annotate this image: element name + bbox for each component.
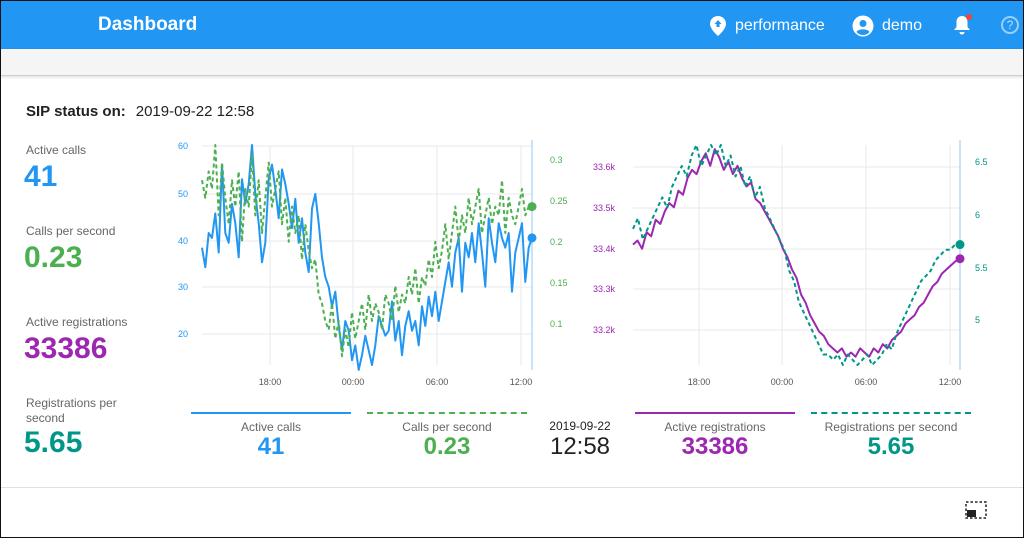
metric-label-active-registrations: Active registrations	[26, 315, 128, 329]
legend-label-active-calls: Active calls	[240, 420, 302, 434]
series-line-active-calls	[201, 144, 533, 371]
legend-value-active-calls: 41	[257, 433, 285, 460]
y-right-tick-label: 0.3	[550, 155, 563, 165]
y-left-tick-label: 50	[178, 189, 188, 199]
fullscreen-exit-icon[interactable]	[965, 501, 987, 519]
legend-label-calls-per-second: Calls per second	[402, 420, 492, 434]
location-label: performance	[735, 17, 825, 34]
user-menu[interactable]: demo	[852, 15, 922, 37]
legend-date: 2019-09-22	[549, 419, 611, 433]
account-circle-icon	[852, 15, 874, 37]
y-right-tick-label: 5	[975, 315, 980, 325]
legend-time: 12:58	[549, 433, 611, 460]
y-left-tick-label: 33.2k	[593, 325, 616, 335]
x-tick-label: 18:00	[688, 377, 711, 387]
y-right-tick-label: 6.5	[975, 157, 988, 167]
x-tick-label: 00:00	[342, 377, 365, 387]
series-marker-registrations-per-second	[955, 240, 965, 250]
location-selector[interactable]: performance	[709, 15, 825, 37]
series-marker-calls-per-second	[527, 202, 537, 212]
legend-registrations-per-second: Registrations per second 5.65	[811, 412, 971, 464]
y-left-tick-label: 33.6k	[593, 162, 616, 172]
series-marker-active-calls	[527, 233, 537, 243]
sip-status-label: SIP status on:	[26, 103, 126, 120]
series-line-calls-per-second	[201, 144, 532, 358]
y-right-tick-label: 0.2	[550, 237, 563, 247]
y-right-tick-label: 5.5	[975, 263, 988, 273]
registrations-chart: 33.6k 33.5k 33.4k 33.3k 33.2k 6.5 6 5.5 5 18:00 00…	[593, 140, 988, 387]
metric-value-active-calls: 41	[24, 160, 58, 193]
x-tick-label: 06:00	[855, 377, 878, 387]
metric-label-active-calls: Active calls	[26, 143, 87, 157]
metric-value-registrations-per-second: 5.65	[24, 426, 83, 459]
y-left-tick-label: 20	[178, 329, 188, 339]
location-pin-icon	[710, 16, 726, 36]
metric-value-calls-per-second: 0.23	[24, 241, 83, 274]
metric-label-calls-per-second: Calls per second	[26, 224, 116, 238]
x-tick-label: 18:00	[259, 377, 282, 387]
footer-divider	[1, 487, 1023, 488]
toolbar-strip	[1, 49, 1023, 76]
metric-value-active-registrations: 33386	[24, 332, 108, 365]
legend-value-calls-per-second: 0.23	[423, 433, 471, 460]
y-right-tick-label: 0.25	[550, 196, 568, 206]
legend-calls-per-second: Calls per second 0.23	[367, 412, 527, 464]
y-right-tick-label: 6	[975, 210, 980, 220]
bell-icon	[954, 16, 970, 35]
legend-label-active-registrations: Active registrations	[664, 420, 766, 434]
legend-value-active-registrations: 33386	[681, 433, 749, 460]
sip-status: SIP status on: 2019-09-22 12:58	[26, 103, 254, 120]
notification-dot	[966, 14, 972, 20]
x-tick-label: 06:00	[426, 377, 449, 387]
help-icon[interactable]: ?	[1001, 16, 1019, 34]
y-left-tick-label: 33.4k	[593, 244, 616, 254]
page-title: Dashboard	[98, 14, 198, 35]
calls-chart: 60 50 40 30 20 0.3 0.25 0.2 0.15 0.1 18:00 00:00 06:…	[178, 140, 568, 387]
series-line-registrations-per-second	[632, 144, 960, 366]
notifications-button[interactable]	[952, 14, 972, 41]
legend-active-calls: Active calls 41	[191, 412, 351, 464]
app-bar: Dashboard performance demo ?	[1, 1, 1023, 49]
legend-value-registrations-per-second: 5.65	[867, 433, 915, 460]
y-left-tick-label: 33.5k	[593, 203, 616, 213]
legend-timestamp: 2019-09-22 12:58	[540, 419, 620, 461]
y-left-tick-label: 60	[178, 141, 188, 151]
metric-label-registrations-per-second: Registrations per second	[26, 396, 117, 425]
legend-label-registrations-per-second: Registrations per second	[824, 420, 958, 434]
y-right-tick-label: 0.1	[550, 319, 563, 329]
user-label: demo	[882, 17, 923, 34]
series-marker-active-registrations	[955, 254, 965, 264]
y-left-tick-label: 40	[178, 236, 188, 246]
y-left-tick-label: 33.3k	[593, 284, 616, 294]
y-left-tick-label: 30	[178, 282, 188, 292]
x-tick-label: 00:00	[771, 377, 794, 387]
legend-active-registrations: Active registrations 33386	[635, 412, 795, 464]
y-right-tick-label: 0.15	[550, 278, 568, 288]
series-line-active-registrations	[632, 148, 961, 358]
sip-status-datetime: 2019-09-22 12:58	[135, 103, 255, 120]
x-tick-label: 12:00	[510, 377, 533, 387]
x-tick-label: 12:00	[939, 377, 962, 387]
